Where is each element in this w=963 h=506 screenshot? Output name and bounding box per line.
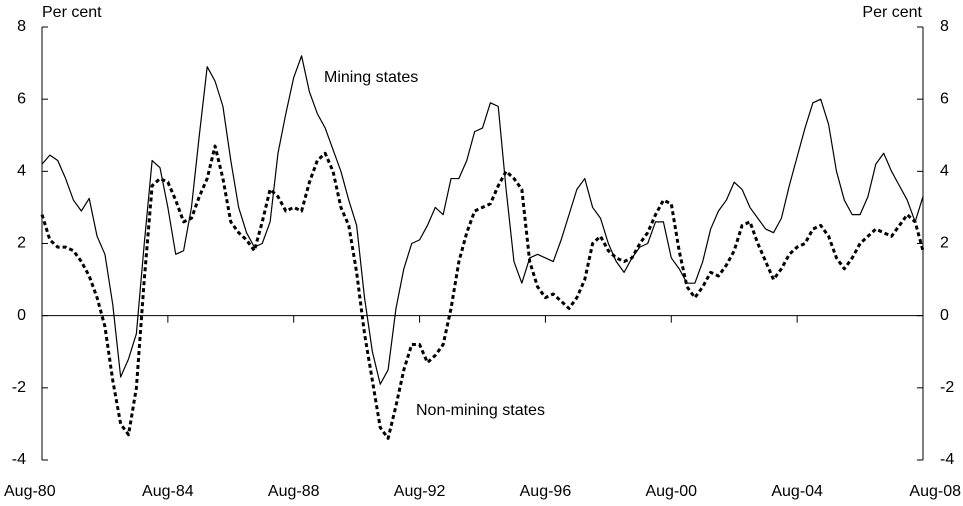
x-tick-label: Aug-88 [268, 483, 320, 500]
y2-tick-label: 2 [940, 235, 949, 252]
x-tick-label: Aug-04 [771, 483, 823, 500]
y-tick-label: -2 [12, 379, 26, 396]
x-tick-label: Aug-80 [4, 483, 56, 500]
y-tick-label: 8 [17, 18, 26, 35]
y2-tick-label: 4 [940, 163, 949, 180]
x-tick-label: Aug-96 [520, 483, 572, 500]
y2-tick-label: 0 [940, 307, 949, 324]
line-series [40, 144, 925, 440]
y2-tick-label: 8 [940, 18, 949, 35]
y-tick-label: -4 [12, 451, 26, 468]
y-tick-label: 0 [17, 307, 26, 324]
y2-tick-label: 6 [940, 90, 949, 107]
y-tick-label: 2 [17, 235, 26, 252]
y-axis-label: Per cent [42, 4, 102, 21]
annotation: Mining states [324, 69, 418, 86]
y-tick-label: 4 [17, 163, 26, 180]
y-tick-label: 6 [17, 90, 26, 107]
x-tick-label: Aug-08 [909, 483, 961, 500]
y2-tick-label: -4 [940, 451, 954, 468]
x-tick-label: Aug-00 [645, 483, 697, 500]
x-tick-label: Aug-84 [142, 483, 194, 500]
line-series [41, 55, 924, 385]
x-tick-label: Aug-92 [394, 483, 446, 500]
annotation: Non-mining states [416, 402, 545, 419]
y2-axis-label: Per cent [862, 4, 922, 21]
y2-tick-label: -2 [940, 379, 954, 396]
